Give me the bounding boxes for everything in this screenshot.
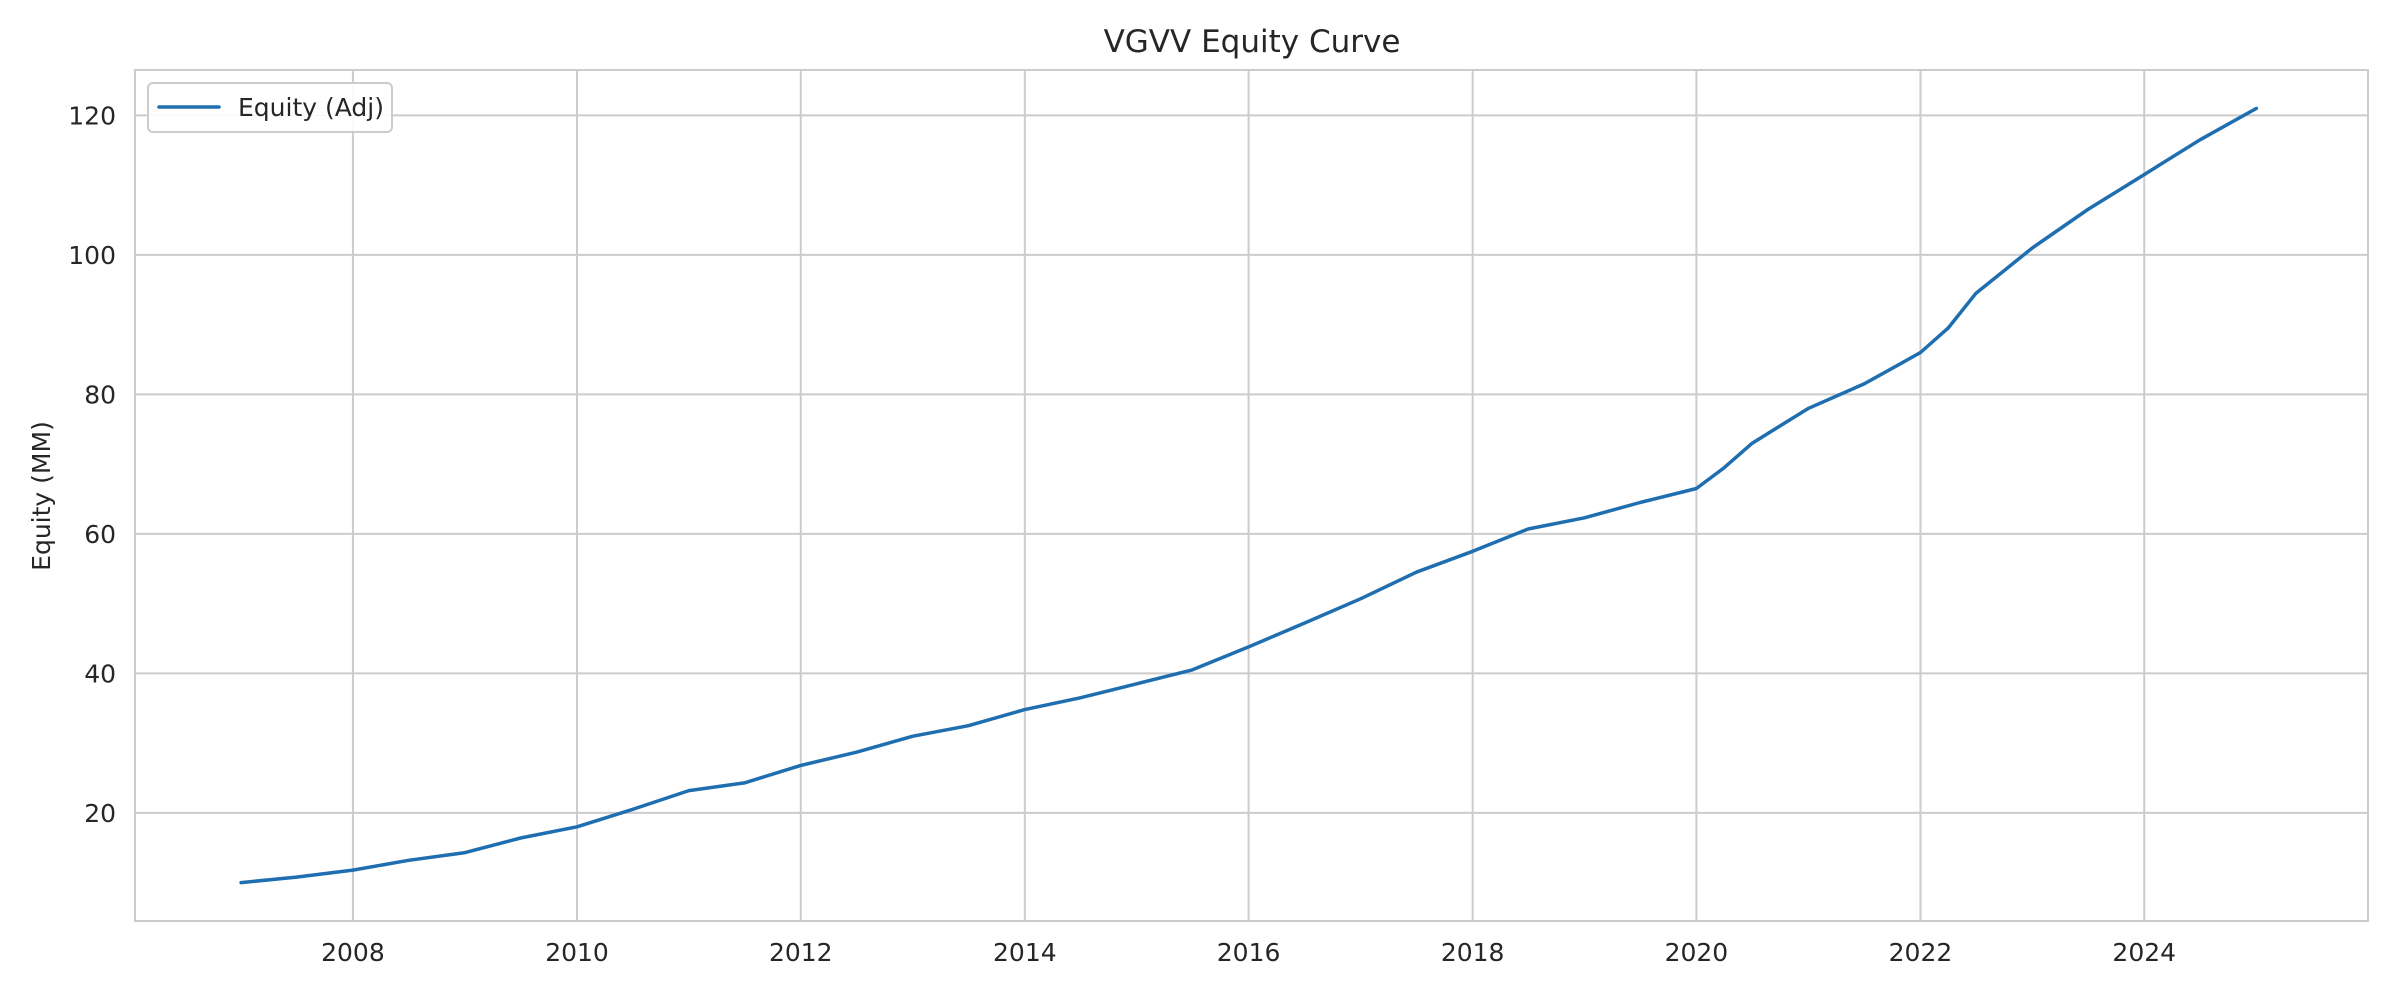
data-point: [911, 735, 915, 738]
x-tick-label-2024: 2024: [2112, 938, 2176, 967]
legend-label-equity-adj: Equity (Adj): [238, 93, 384, 122]
x-tick-label-2008: 2008: [321, 938, 385, 967]
data-point: [1807, 407, 1810, 410]
chart-title: VGVV Equity Curve: [1104, 24, 1401, 60]
x-tick-label-2016: 2016: [1217, 938, 1281, 967]
data-point: [1191, 668, 1194, 672]
series-layer: [239, 106, 2259, 885]
y-tick-label-120: 120: [68, 101, 116, 130]
data-point: [519, 836, 522, 840]
data-point: [1919, 351, 1922, 354]
data-point: [351, 868, 355, 872]
y-tick-label-80: 80: [84, 380, 116, 409]
data-point: [1471, 550, 1474, 553]
data-point: [407, 859, 410, 862]
y-tick-label-20: 20: [84, 799, 116, 828]
x-tick-label-2018: 2018: [1441, 938, 1505, 967]
data-point: [1135, 682, 1138, 685]
x-tick-label-2020: 2020: [1665, 938, 1729, 967]
data-point: [1415, 571, 1418, 574]
grid-lines: [135, 70, 2368, 921]
y-tick-label-60: 60: [84, 520, 116, 549]
data-point: [1946, 326, 1950, 330]
legend: Equity (Adj): [147, 82, 393, 133]
data-point: [1723, 466, 1726, 469]
data-point: [295, 875, 298, 879]
data-point: [855, 751, 858, 754]
data-point: [2031, 246, 2034, 250]
data-point: [1359, 597, 1363, 600]
data-point: [1862, 382, 1866, 386]
data-point: [1247, 645, 1250, 649]
legend-box: [147, 82, 393, 133]
data-point: [743, 781, 746, 785]
data-point: [631, 808, 634, 811]
x-tick-label-2022: 2022: [1889, 938, 1953, 967]
data-point: [1974, 292, 1978, 295]
data-point: [1303, 621, 1306, 625]
data-point: [2255, 107, 2258, 110]
x-tick-label-2014: 2014: [993, 938, 1057, 967]
data-point: [463, 851, 467, 854]
data-point: [1638, 501, 1642, 504]
x-tick-label-2012: 2012: [769, 938, 833, 967]
data-point: [1695, 487, 1698, 490]
data-point: [2143, 173, 2146, 176]
data-point: [2198, 138, 2202, 141]
data-point: [1526, 527, 1530, 531]
data-point: [687, 789, 691, 792]
data-point: [239, 881, 243, 884]
data-point: [1023, 708, 1026, 711]
data-point: [575, 825, 579, 828]
data-point: [2086, 208, 2089, 211]
data-point: [967, 724, 970, 727]
data-point: [1079, 696, 1082, 699]
y-tick-label-100: 100: [68, 241, 116, 270]
plot-area: [134, 69, 2369, 922]
x-tick-label-2010: 2010: [545, 938, 609, 967]
y-tick-label-40: 40: [84, 659, 116, 688]
data-point: [1751, 442, 1754, 445]
tick-labels: 2008 2010 2012 2014 2016 2018 2020 2022 2024 20 40…: [68, 101, 2176, 967]
data-point: [1583, 516, 1586, 519]
data-point: [799, 764, 802, 767]
y-axis-label: Equity (MM): [27, 421, 56, 571]
